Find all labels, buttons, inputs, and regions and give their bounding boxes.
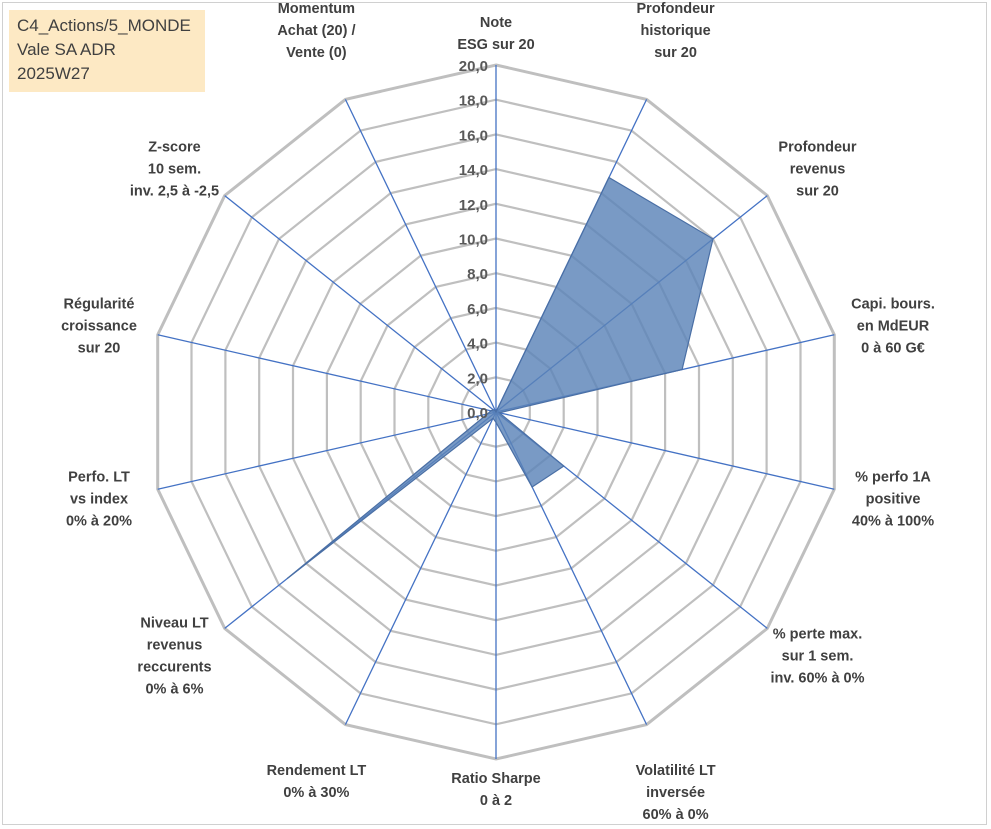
tick-label: 12,0 bbox=[459, 197, 488, 214]
axis-label: Régularité croissance sur 20 bbox=[61, 297, 137, 357]
axis-label: Momentum Achat (20) / Vente (0) bbox=[277, 1, 355, 61]
axis-label: Perfo. LT vs index 0% à 20% bbox=[66, 469, 132, 529]
axis-spoke bbox=[344, 99, 497, 413]
axis-spoke bbox=[495, 411, 835, 490]
axis-label-line: sur 20 bbox=[78, 341, 121, 357]
title-line-company: Vale SA ADR bbox=[17, 40, 116, 59]
axis-label-line: Profondeur bbox=[637, 1, 715, 17]
axis-label: Profondeur historique sur 20 bbox=[637, 1, 715, 61]
title-line-week: 2025W27 bbox=[17, 64, 90, 83]
axis-label: Z-score 10 sem. inv. 2,5 à -2,5 bbox=[130, 140, 219, 200]
tick-label: 10,0 bbox=[459, 232, 488, 249]
axis-label-line: Rendement LT bbox=[267, 763, 367, 779]
axis-label-line: % perte max. bbox=[773, 626, 862, 642]
axis-label-line: 0 à 60 G€ bbox=[861, 341, 925, 357]
radar-series bbox=[286, 176, 714, 580]
axis-label-line: 0 à 2 bbox=[480, 793, 512, 809]
axis-label-line: 10 sem. bbox=[148, 162, 201, 178]
chart-title-box: C4_Actions/5_MONDE Vale SA ADR 2025W27 bbox=[9, 10, 205, 92]
axis-label-line: sur 1 sem. bbox=[782, 648, 854, 664]
axis-label-line: 0% à 6% bbox=[145, 681, 203, 697]
axis-label-line: 0% à 20% bbox=[66, 513, 132, 529]
axis-label-line: sur 20 bbox=[796, 184, 839, 200]
axis-label-line: Volatilité LT bbox=[636, 763, 716, 779]
axis-label: % perfo 1A positive 40% à 100% bbox=[852, 469, 934, 529]
axis-label-line: Niveau LT bbox=[140, 615, 208, 631]
axis-label: % perte max. sur 1 sem. inv. 60% à 0% bbox=[770, 626, 864, 686]
axis-spoke bbox=[344, 411, 497, 725]
axis-label-line: Z-score bbox=[148, 140, 200, 156]
title-line-portfolio: C4_Actions/5_MONDE bbox=[17, 16, 191, 35]
axis-label: Capi. bours. en MdEUR 0 à 60 G€ bbox=[851, 297, 935, 357]
axis-label-line: croissance bbox=[61, 319, 137, 335]
axis-label-line: Vente (0) bbox=[286, 45, 347, 61]
tick-label: 4,0 bbox=[467, 336, 488, 353]
axis-label-line: 60% à 0% bbox=[643, 807, 709, 823]
axis-label-line: % perfo 1A bbox=[855, 469, 931, 485]
axis-label-line: revenus bbox=[790, 162, 846, 178]
tick-label: 6,0 bbox=[467, 301, 488, 318]
axis-label: Profondeur revenus sur 20 bbox=[778, 140, 856, 200]
axis-label-line: revenus bbox=[147, 637, 203, 653]
tick-label: 2,0 bbox=[467, 370, 488, 387]
axis-label: Ratio Sharpe 0 à 2 bbox=[451, 771, 540, 809]
tick-label: 16,0 bbox=[459, 127, 488, 144]
radar-axis-labels: Note ESG sur 20 Profondeur historique sur 20… bbox=[61, 1, 935, 823]
axis-spoke bbox=[224, 195, 497, 413]
axis-label: Volatilité LT inversée 60% à 0% bbox=[636, 763, 716, 823]
axis-label-line: inversée bbox=[646, 785, 705, 801]
tick-label: 20,0 bbox=[459, 58, 488, 75]
axis-spoke bbox=[157, 334, 497, 413]
axis-label: Niveau LT revenus reccurents 0% à 6% bbox=[137, 615, 211, 697]
axis-label-line: Ratio Sharpe bbox=[451, 771, 540, 787]
axis-label-line: Momentum bbox=[278, 1, 355, 17]
axis-label-line: vs index bbox=[70, 491, 128, 507]
tick-label: 14,0 bbox=[459, 162, 488, 179]
axis-label: Rendement LT 0% à 30% bbox=[267, 763, 367, 801]
axis-label: Note ESG sur 20 bbox=[457, 15, 534, 53]
axis-label-line: Note bbox=[480, 15, 512, 31]
axis-label-line: en MdEUR bbox=[857, 319, 930, 335]
axis-label-line: Achat (20) / bbox=[277, 23, 355, 39]
axis-label-line: sur 20 bbox=[654, 45, 697, 61]
axis-label-line: inv. 60% à 0% bbox=[770, 670, 864, 686]
axis-spoke bbox=[157, 411, 497, 490]
axis-label-line: reccurents bbox=[137, 659, 211, 675]
axis-label-line: ESG sur 20 bbox=[457, 37, 534, 53]
axis-label-line: Régularité bbox=[64, 297, 135, 313]
axis-label-line: 0% à 30% bbox=[283, 785, 349, 801]
axis-label-line: historique bbox=[641, 23, 711, 39]
tick-label: 18,0 bbox=[459, 93, 488, 110]
radar-tick-labels: 0,0 2,0 4,0 6,0 8,0 10,0 12,0 14,0 16,0 18,0 20,0 bbox=[459, 58, 488, 422]
tick-label: 0,0 bbox=[467, 405, 488, 422]
axis-label-line: Capi. bours. bbox=[851, 297, 935, 313]
axis-label-line: 40% à 100% bbox=[852, 513, 934, 529]
axis-label-line: Profondeur bbox=[778, 140, 856, 156]
axis-label-line: positive bbox=[866, 491, 921, 507]
axis-label-line: Perfo. LT bbox=[68, 469, 130, 485]
axis-label-line: inv. 2,5 à -2,5 bbox=[130, 184, 219, 200]
tick-label: 8,0 bbox=[467, 266, 488, 283]
